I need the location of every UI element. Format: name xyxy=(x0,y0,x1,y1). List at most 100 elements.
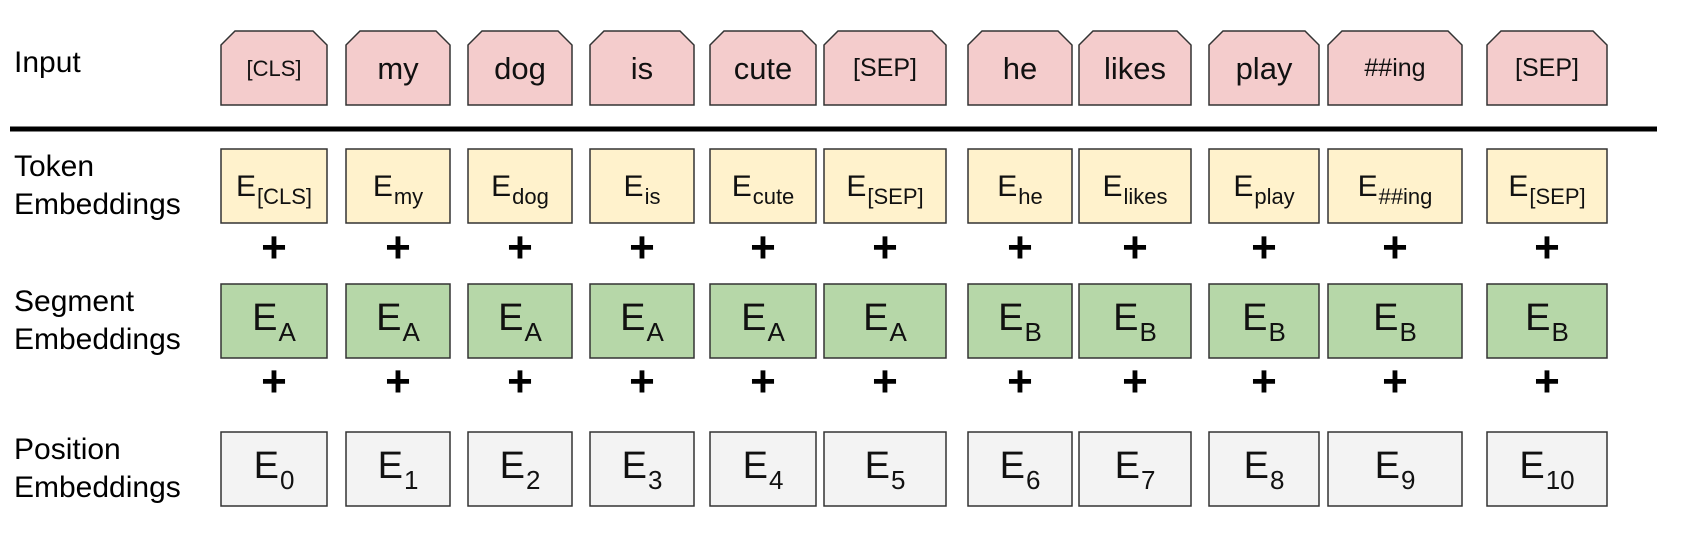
position-embedding-label-base: E xyxy=(865,445,890,487)
plus-operator: + xyxy=(629,223,655,272)
input-token-box xyxy=(967,30,1073,106)
token-embedding-label-subscript: [SEP] xyxy=(1529,184,1585,209)
plus-operator: + xyxy=(385,223,411,272)
segment-embedding-label-subscript: B xyxy=(1552,317,1569,347)
token-embedding-label-subscript: cute xyxy=(753,184,795,209)
input-token-box xyxy=(1078,30,1192,106)
position-embedding-box xyxy=(1208,431,1320,507)
token-embedding-label-base: E xyxy=(236,170,256,203)
input-token-text: play xyxy=(1236,51,1293,86)
segment-embeddings-row-label: Segment Embeddings xyxy=(14,285,181,356)
position-embedding-box xyxy=(709,431,817,507)
token-embedding-label-subscript: [SEP] xyxy=(867,184,923,209)
segment-embedding-label: EB xyxy=(1525,297,1569,347)
position-row-label-line-1: Position xyxy=(14,433,121,466)
input-token-box xyxy=(467,30,573,106)
position-embedding-label: E2 xyxy=(500,445,541,495)
input-token-text: [SEP] xyxy=(1515,54,1579,82)
plus-operator: + xyxy=(872,223,898,272)
plus-operator: + xyxy=(1007,357,1033,406)
position-embedding-label-subscript: 5 xyxy=(891,465,905,495)
segment-embedding-box xyxy=(1208,283,1320,359)
segment-embedding-label-base: E xyxy=(863,297,888,339)
plus-operator: + xyxy=(750,357,776,406)
plus-operator: + xyxy=(1122,357,1148,406)
segment-embedding-label-base: E xyxy=(498,297,523,339)
token-embedding-box xyxy=(1078,148,1192,224)
input-row-label-line-1: Input xyxy=(14,46,81,79)
token-embedding-box xyxy=(345,148,451,224)
plus-operator: + xyxy=(1382,223,1408,272)
token-embedding-label-base: E xyxy=(1508,170,1528,203)
segment-embedding-label-subscript: A xyxy=(525,317,543,347)
segment-embedding-box xyxy=(467,283,573,359)
segment-embedding-label-subscript: A xyxy=(768,317,786,347)
position-embedding-label-subscript: 9 xyxy=(1401,465,1415,495)
position-embedding-label-base: E xyxy=(254,445,279,487)
position-embedding-label-subscript: 3 xyxy=(648,465,662,495)
segment-embedding-label-subscript: A xyxy=(647,317,665,347)
position-embedding-label-base: E xyxy=(1375,445,1400,487)
position-embedding-label: E0 xyxy=(254,445,295,495)
segment-embedding-label-subscript: B xyxy=(1269,317,1286,347)
segment-embedding-label-base: E xyxy=(1113,297,1138,339)
position-embedding-label: E8 xyxy=(1244,445,1285,495)
position-embedding-label: E10 xyxy=(1519,445,1574,495)
token-column-0: [CLS]E[CLS]+EA+E0 xyxy=(220,30,328,507)
token-embedding-label-base: E xyxy=(491,170,511,203)
segment-embedding-label: EA xyxy=(741,297,785,347)
position-embedding-label: E4 xyxy=(743,445,784,495)
input-token-box xyxy=(220,30,328,106)
segment-embedding-box xyxy=(709,283,817,359)
token-embedding-box xyxy=(967,148,1073,224)
token-embedding-label: Elikes xyxy=(1102,170,1167,209)
token-columns: [CLS]E[CLS]+EA+E0myEmy+EA+E1dogEdog+EA+E… xyxy=(220,30,1608,507)
token-embedding-label-subscript: he xyxy=(1018,184,1042,209)
segment-embedding-box xyxy=(1078,283,1192,359)
token-embedding-box xyxy=(1486,148,1608,224)
token-embedding-label-base: E xyxy=(373,170,393,203)
position-embedding-label-subscript: 10 xyxy=(1546,465,1575,495)
plus-operator: + xyxy=(872,357,898,406)
plus-operator: + xyxy=(629,357,655,406)
segment-embedding-label-base: E xyxy=(998,297,1023,339)
position-embedding-label: E5 xyxy=(865,445,906,495)
segment-embedding-label-base: E xyxy=(1373,297,1398,339)
segment-embedding-label-subscript: B xyxy=(1025,317,1042,347)
position-embedding-label: E7 xyxy=(1115,445,1156,495)
token-embedding-label-base: E xyxy=(1102,170,1122,203)
token-row-label-line-2: Embeddings xyxy=(14,188,181,221)
segment-embedding-label: EA xyxy=(620,297,664,347)
input-token-text: is xyxy=(631,51,653,86)
token-embedding-label-base: E xyxy=(997,170,1017,203)
position-embedding-label-base: E xyxy=(1115,445,1140,487)
token-embedding-label-base: E xyxy=(1233,170,1253,203)
input-token-text: dog xyxy=(494,51,546,86)
input-row-label: Input xyxy=(14,46,81,79)
segment-embedding-label-base: E xyxy=(1525,297,1550,339)
segment-embedding-label: EB xyxy=(1373,297,1417,347)
token-embedding-label: Emy xyxy=(373,170,423,209)
plus-operator: + xyxy=(750,223,776,272)
position-embedding-box xyxy=(589,431,695,507)
position-embedding-box xyxy=(345,431,451,507)
input-token-text: likes xyxy=(1104,51,1166,86)
token-embedding-label-subscript: is xyxy=(645,184,661,209)
token-embedding-box xyxy=(1327,148,1463,224)
token-embedding-label-subscript: ##ing xyxy=(1379,184,1433,209)
position-embedding-label: E3 xyxy=(622,445,663,495)
segment-embedding-label: EA xyxy=(252,297,296,347)
token-embedding-box xyxy=(220,148,328,224)
plus-operator: + xyxy=(507,223,533,272)
token-embedding-label-subscript: my xyxy=(394,184,423,209)
segment-row-label-line-1: Segment xyxy=(14,285,135,318)
plus-operator: + xyxy=(1007,223,1033,272)
position-embedding-box xyxy=(220,431,328,507)
input-token-box xyxy=(1486,30,1608,106)
input-token-box xyxy=(823,30,947,106)
token-embedding-label: E[CLS] xyxy=(236,170,312,209)
